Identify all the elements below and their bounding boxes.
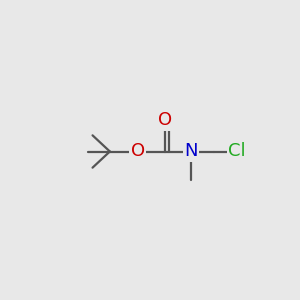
- Text: O: O: [158, 111, 172, 129]
- Text: N: N: [184, 142, 197, 160]
- Text: Cl: Cl: [228, 142, 246, 160]
- Text: O: O: [130, 142, 145, 160]
